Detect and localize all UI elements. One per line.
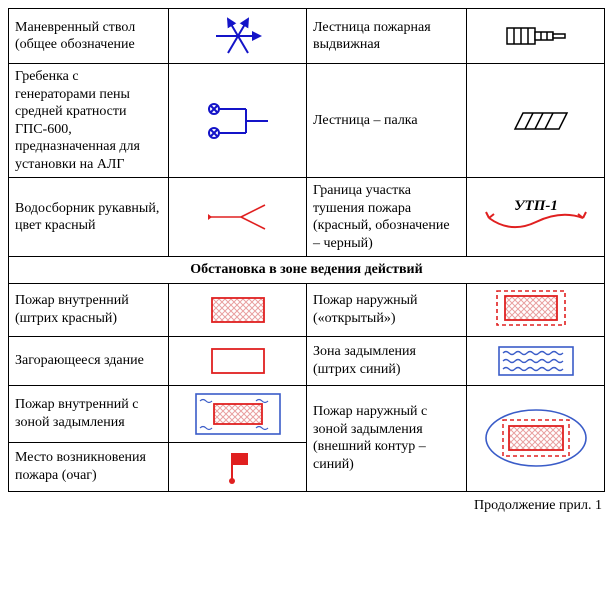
footer-note: Продолжение прил. 1 [8,492,604,514]
label-cell: Лестница пожарная выдвижная [307,9,467,64]
section-header-row: Обстановка в зоне ведения действий [9,257,605,284]
symbol-cell [169,9,307,64]
table-row: Гребенка с генераторами пены средней кра… [9,64,605,178]
label-cell: Лестница – палка [307,64,467,178]
label-cell: Зона задымления (штрих синий) [307,336,467,385]
igniting-building-icon [198,341,278,381]
sector-label: УТП-1 [514,198,558,214]
extension-ladder-icon [501,20,571,52]
exterior-fire-smoke-icon [481,406,591,470]
symbol-cell [169,385,307,442]
exterior-fire-icon [491,288,581,332]
symbol-cell: УТП-1 [467,178,605,257]
interior-fire-smoke-icon [190,390,286,438]
table-row: Загорающееся здание Зона задымления (штр… [9,336,605,385]
symbol-cell [169,64,307,178]
symbol-cell [169,442,307,491]
label-cell: Пожар наружный с зоной задымления (внешн… [307,385,467,491]
foam-manifold-icon [198,93,278,149]
label-cell: Водосборник рукавный, цвет красный [9,178,169,257]
symbol-cell [467,336,605,385]
label-cell: Граница участка тушения пожара (красный,… [307,178,467,257]
label-cell: Пожар внутренний (штрих красный) [9,283,169,336]
table-row: Пожар внутренний с зоной задымления Пожа… [9,385,605,442]
table-row: Маневренный ствол (общее обозначение Лес… [9,9,605,64]
symbol-cell [467,283,605,336]
fire-origin-flag-icon [218,447,258,487]
arrow-cross-icon [208,13,268,59]
label-cell: Пожар внутренний с зоной задымления [9,385,169,442]
symbol-cell [169,336,307,385]
label-cell: Место возникновения пожара (очаг) [9,442,169,491]
pole-ladder-icon [501,105,571,137]
smoke-zone-icon [491,341,581,381]
label-cell: Гребенка с генераторами пены средней кра… [9,64,169,178]
fire-sector-boundary-icon: УТП-1 [481,194,591,240]
table-row: Пожар внутренний (штрих красный) Пожар н… [9,283,605,336]
symbol-cell [467,9,605,64]
symbol-cell [169,283,307,336]
water-collector-icon [203,197,273,237]
label-cell: Пожар наружный («открытый») [307,283,467,336]
section-header: Обстановка в зоне ведения действий [9,257,605,284]
symbol-cell [467,64,605,178]
symbol-cell [169,178,307,257]
label-cell: Загорающееся здание [9,336,169,385]
symbol-cell [467,385,605,491]
table-row: Водосборник рукавный, цвет красный Грани… [9,178,605,257]
interior-fire-icon [198,290,278,330]
label-cell: Маневренный ствол (общее обозначение [9,9,169,64]
legend-table: Маневренный ствол (общее обозначение Лес… [8,8,605,492]
